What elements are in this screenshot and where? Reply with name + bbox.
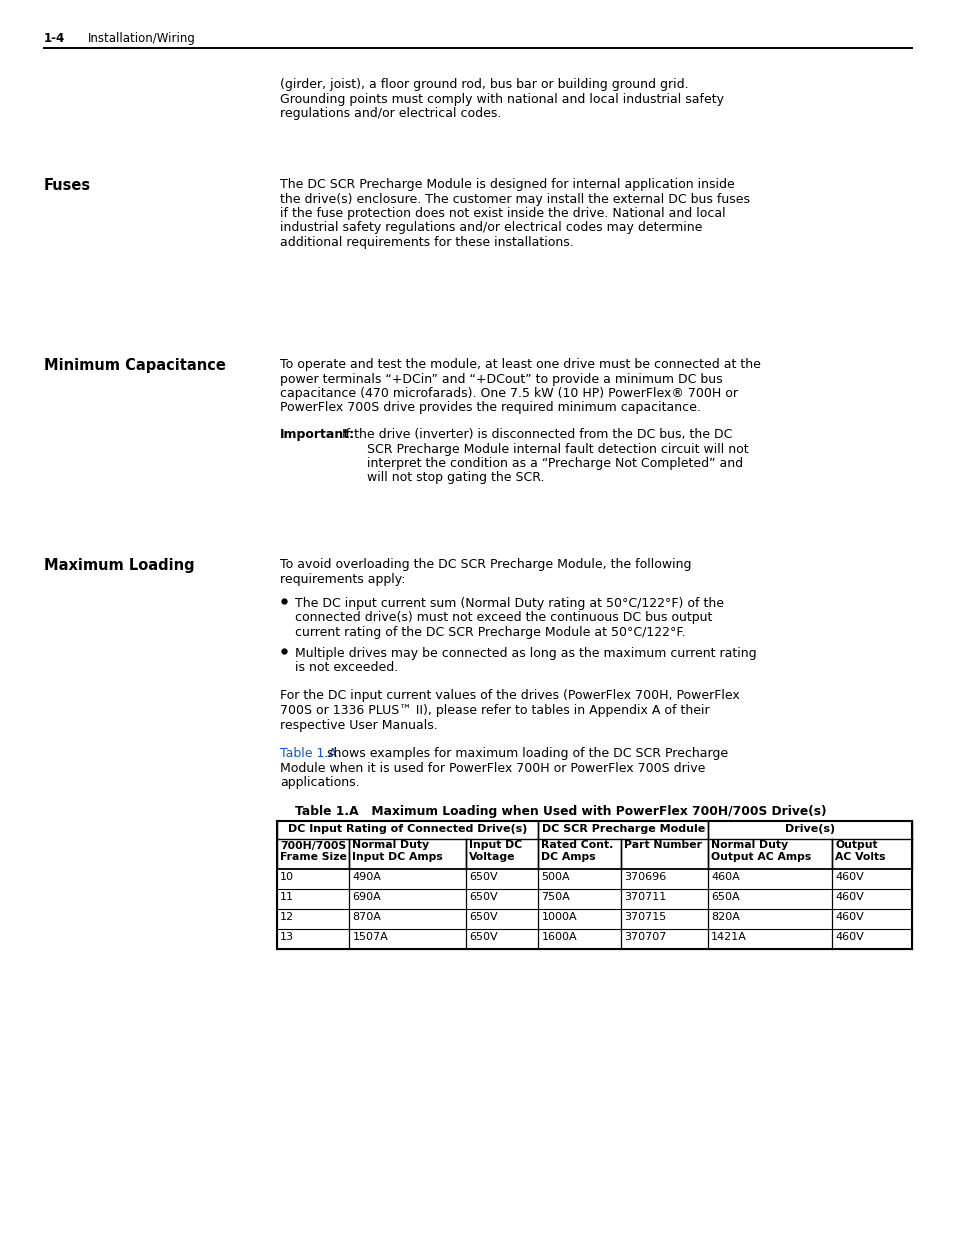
- Text: Multiple drives may be connected as long as the maximum current rating: Multiple drives may be connected as long…: [294, 646, 756, 659]
- Text: 460V: 460V: [835, 911, 863, 921]
- Text: 370707: 370707: [623, 931, 666, 941]
- Text: 370715: 370715: [623, 911, 665, 921]
- Text: Fuses: Fuses: [44, 178, 91, 193]
- Text: additional requirements for these installations.: additional requirements for these instal…: [280, 236, 573, 249]
- Text: 1600A: 1600A: [540, 931, 577, 941]
- Text: SCR Precharge Module internal fault detection circuit will not: SCR Precharge Module internal fault dete…: [367, 442, 748, 456]
- Text: DC SCR Precharge Module: DC SCR Precharge Module: [541, 825, 704, 835]
- Text: Maximum Loading: Maximum Loading: [44, 558, 194, 573]
- Text: 700S or 1336 PLUS™ II), please refer to tables in Appendix A of their: 700S or 1336 PLUS™ II), please refer to …: [280, 704, 709, 718]
- Text: power terminals “+DCin” and “+DCout” to provide a minimum DC bus: power terminals “+DCin” and “+DCout” to …: [280, 373, 721, 385]
- Text: 460V: 460V: [835, 872, 863, 882]
- Text: 700H/700S
Frame Size: 700H/700S Frame Size: [280, 841, 347, 862]
- Text: Table 1.A   Maximum Loading when Used with PowerFlex 700H/700S Drive(s): Table 1.A Maximum Loading when Used with…: [294, 804, 825, 818]
- Text: if the fuse protection does not exist inside the drive. National and local: if the fuse protection does not exist in…: [280, 207, 725, 220]
- Text: will not stop gating the SCR.: will not stop gating the SCR.: [367, 472, 544, 484]
- Text: (girder, joist), a floor ground rod, bus bar or building ground grid.: (girder, joist), a floor ground rod, bus…: [280, 78, 688, 91]
- Text: Module when it is used for PowerFlex 700H or PowerFlex 700S drive: Module when it is used for PowerFlex 700…: [280, 762, 704, 774]
- Text: 370696: 370696: [623, 872, 665, 882]
- Text: Important:: Important:: [280, 429, 355, 441]
- Text: 490A: 490A: [352, 872, 381, 882]
- Text: PowerFlex 700S drive provides the required minimum capacitance.: PowerFlex 700S drive provides the requir…: [280, 401, 700, 415]
- Text: 13: 13: [280, 931, 294, 941]
- Text: DC Input Rating of Connected Drive(s): DC Input Rating of Connected Drive(s): [288, 825, 527, 835]
- Text: Part Number: Part Number: [623, 841, 701, 851]
- Text: Table 1.A: Table 1.A: [280, 747, 336, 760]
- Text: Drive(s): Drive(s): [784, 825, 834, 835]
- Text: interpret the condition as a “Precharge Not Completed” and: interpret the condition as a “Precharge …: [367, 457, 742, 471]
- Text: Grounding points must comply with national and local industrial safety: Grounding points must comply with nation…: [280, 93, 723, 105]
- Text: 460V: 460V: [835, 931, 863, 941]
- Text: 820A: 820A: [711, 911, 740, 921]
- Text: current rating of the DC SCR Precharge Module at 50°C/122°F.: current rating of the DC SCR Precharge M…: [294, 626, 685, 638]
- Text: shows examples for maximum loading of the DC SCR Precharge: shows examples for maximum loading of th…: [323, 747, 727, 760]
- Text: 370711: 370711: [623, 892, 665, 902]
- Text: For the DC input current values of the drives (PowerFlex 700H, PowerFlex: For the DC input current values of the d…: [280, 689, 739, 703]
- Text: industrial safety regulations and/or electrical codes may determine: industrial safety regulations and/or ele…: [280, 221, 701, 235]
- Text: 10: 10: [280, 872, 294, 882]
- Text: 1421A: 1421A: [711, 931, 746, 941]
- Text: The DC SCR Precharge Module is designed for internal application inside: The DC SCR Precharge Module is designed …: [280, 178, 734, 191]
- Text: is not exceeded.: is not exceeded.: [294, 661, 397, 674]
- Text: To avoid overloading the DC SCR Precharge Module, the following: To avoid overloading the DC SCR Precharg…: [280, 558, 691, 571]
- Text: 11: 11: [280, 892, 294, 902]
- Text: 12: 12: [280, 911, 294, 921]
- Text: requirements apply:: requirements apply:: [280, 573, 405, 585]
- Text: 750A: 750A: [540, 892, 570, 902]
- Text: Rated Cont.
DC Amps: Rated Cont. DC Amps: [540, 841, 613, 862]
- Text: The DC input current sum (Normal Duty rating at 50°C/122°F) of the: The DC input current sum (Normal Duty ra…: [294, 597, 723, 610]
- Text: 1507A: 1507A: [352, 931, 388, 941]
- Text: Minimum Capacitance: Minimum Capacitance: [44, 358, 226, 373]
- Text: 870A: 870A: [352, 911, 381, 921]
- Text: 460A: 460A: [711, 872, 740, 882]
- Text: If the drive (inverter) is disconnected from the DC bus, the DC: If the drive (inverter) is disconnected …: [337, 429, 732, 441]
- Text: To operate and test the module, at least one drive must be connected at the: To operate and test the module, at least…: [280, 358, 760, 370]
- Text: Normal Duty
Input DC Amps: Normal Duty Input DC Amps: [352, 841, 442, 862]
- Text: Input DC
Voltage: Input DC Voltage: [469, 841, 521, 862]
- Text: 650V: 650V: [469, 911, 497, 921]
- Text: 690A: 690A: [352, 892, 380, 902]
- Text: 1-4: 1-4: [44, 32, 65, 44]
- Text: Output
AC Volts: Output AC Volts: [835, 841, 884, 862]
- Text: 460V: 460V: [835, 892, 863, 902]
- Text: 500A: 500A: [540, 872, 569, 882]
- Text: the drive(s) enclosure. The customer may install the external DC bus fuses: the drive(s) enclosure. The customer may…: [280, 193, 749, 205]
- Text: regulations and/or electrical codes.: regulations and/or electrical codes.: [280, 107, 501, 120]
- Text: 650V: 650V: [469, 892, 497, 902]
- Text: respective User Manuals.: respective User Manuals.: [280, 719, 437, 731]
- Text: 650A: 650A: [711, 892, 740, 902]
- Text: capacitance (470 microfarads). One 7.5 kW (10 HP) PowerFlex® 700H or: capacitance (470 microfarads). One 7.5 k…: [280, 387, 738, 400]
- Text: 650V: 650V: [469, 931, 497, 941]
- Text: 650V: 650V: [469, 872, 497, 882]
- Text: Normal Duty
Output AC Amps: Normal Duty Output AC Amps: [711, 841, 811, 862]
- Text: Installation/Wiring: Installation/Wiring: [88, 32, 195, 44]
- Text: connected drive(s) must not exceed the continuous DC bus output: connected drive(s) must not exceed the c…: [294, 611, 712, 625]
- Text: applications.: applications.: [280, 776, 359, 789]
- Text: 1000A: 1000A: [540, 911, 577, 921]
